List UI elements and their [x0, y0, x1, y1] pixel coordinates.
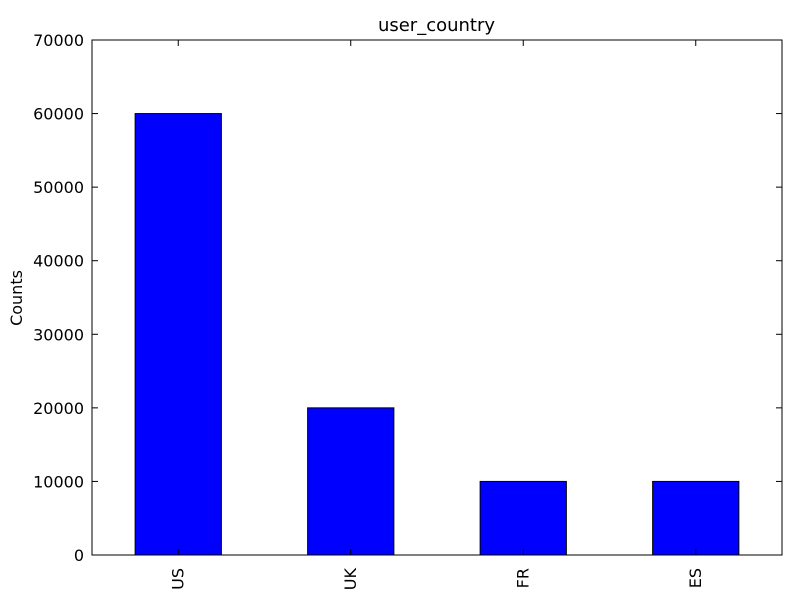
x-tick-label-fr: FR — [513, 568, 532, 588]
x-tick-label-us: US — [168, 568, 187, 590]
tick-labels-layer: US UK FR ES 0 10000 20000 30000 40000 50000 60000 7… — [33, 31, 705, 590]
y-tick-label-10000: 10000 — [33, 472, 84, 491]
plot-frame — [91, 39, 783, 556]
y-tick-label-50000: 50000 — [33, 178, 84, 197]
y-tick-label-70000: 70000 — [33, 31, 84, 50]
bar-es — [652, 480, 740, 556]
y-tick-label-30000: 30000 — [33, 325, 84, 344]
bar-us — [134, 113, 222, 556]
y-tick-label-20000: 20000 — [33, 399, 84, 418]
chart-title: user_country — [378, 15, 495, 36]
y-tick-label-0: 0 — [74, 546, 84, 565]
y-tick-label-60000: 60000 — [33, 105, 84, 124]
bar-uk — [307, 407, 395, 556]
bar-fr — [479, 480, 567, 556]
y-axis-label: Counts — [7, 270, 26, 326]
bars-layer — [134, 113, 740, 556]
x-tick-label-es: ES — [686, 568, 705, 588]
y-tick-label-40000: 40000 — [33, 252, 84, 271]
x-tick-label-uk: UK — [341, 567, 360, 590]
